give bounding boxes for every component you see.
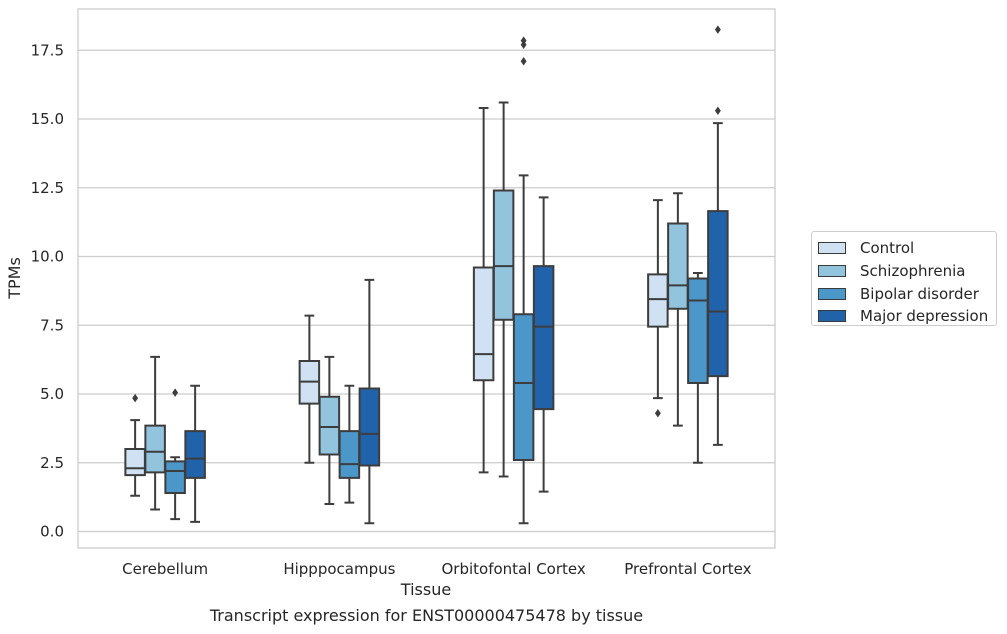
- box-body: [707, 210, 729, 378]
- legend-label-schizophrenia: Schizophrenia: [860, 262, 966, 281]
- plot-frame: [77, 8, 776, 549]
- box-body: [492, 189, 515, 321]
- box-bipolar-disorder: [687, 272, 709, 464]
- box-bipolar-disorder: [512, 36, 535, 525]
- legend-label-major-depression: Major depression: [860, 307, 989, 326]
- x-axis-label: Tissue: [400, 580, 451, 599]
- boxes: [124, 25, 729, 525]
- box-major-depression: [184, 384, 206, 523]
- outlier-point: [714, 106, 721, 115]
- y-tick-label: 2.5: [40, 454, 64, 472]
- box-control: [124, 393, 146, 497]
- legend-item-major-depression: Major depression: [812, 305, 996, 328]
- legend-item-schizophrenia: Schizophrenia: [812, 260, 996, 283]
- outlier-point: [132, 393, 139, 403]
- outlier-point: [654, 409, 661, 418]
- box-major-depression: [358, 278, 381, 525]
- box-schizophrenia: [492, 101, 515, 478]
- box-body: [472, 266, 495, 382]
- legend-item-bipolar-disorder: Bipolar disorder: [812, 282, 996, 305]
- box-body: [358, 387, 381, 467]
- legend-swatch-schizophrenia: [818, 265, 846, 278]
- box-bipolar-disorder: [164, 388, 186, 521]
- x-tick-labels: Cerebellum Hipppocampus Orbitofontal Corte…: [122, 560, 751, 578]
- legend-swatch-major-depression: [818, 310, 846, 323]
- box-body: [184, 430, 206, 479]
- box-body: [647, 273, 669, 328]
- y-tick-label: 12.5: [31, 179, 64, 197]
- legend: Control Schizophrenia Bipolar disorder M…: [811, 231, 997, 326]
- figure-caption: Transcript expression for ENST0000047547…: [209, 606, 644, 625]
- box-schizophrenia: [318, 355, 341, 505]
- box-body: [164, 460, 186, 494]
- legend-label-control: Control: [860, 239, 915, 258]
- legend-swatch-bipolar-disorder: [818, 287, 846, 300]
- y-tick-label: 15.0: [31, 110, 64, 128]
- box-body: [144, 424, 166, 474]
- legend-swatch-control: [818, 242, 846, 255]
- outlier-point: [520, 57, 527, 66]
- outlier-point: [714, 25, 721, 34]
- box-body: [532, 265, 555, 411]
- box-major-depression: [707, 25, 729, 446]
- box-control: [298, 314, 321, 464]
- box-body: [687, 277, 709, 384]
- y-tick-label: 17.5: [31, 41, 64, 59]
- y-axis-label: TPMs: [5, 257, 24, 300]
- legend-label-bipolar-disorder: Bipolar disorder: [860, 284, 979, 303]
- box-control: [472, 107, 495, 474]
- box-schizophrenia: [144, 355, 166, 511]
- box-body: [318, 395, 341, 456]
- box-body: [512, 313, 535, 461]
- y-tick-label: 5.0: [40, 385, 64, 403]
- outlier-point: [172, 388, 179, 397]
- x-tick-label: Orbitofontal Cortex: [442, 560, 586, 578]
- y-tick-label: 10.0: [31, 248, 64, 266]
- x-tick-label: Hipppocampus: [283, 560, 395, 578]
- y-tick-label: 0.0: [40, 523, 64, 541]
- legend-item-control: Control: [812, 237, 996, 260]
- box-control: [647, 199, 669, 418]
- box-body: [667, 222, 689, 310]
- box-bipolar-disorder: [338, 384, 361, 504]
- box-body: [338, 430, 361, 479]
- y-tick-labels: 0.0 2.5 5.0 7.5 10.0 12.5 15.0 17.5: [31, 41, 64, 540]
- x-tick-label: Prefrontal Cortex: [624, 560, 751, 578]
- box-body: [124, 448, 146, 477]
- outlier-point: [520, 36, 527, 45]
- y-tick-label: 7.5: [40, 316, 64, 334]
- box-major-depression: [532, 196, 555, 493]
- box-schizophrenia: [667, 192, 689, 427]
- x-tick-label: Cerebellum: [122, 560, 208, 578]
